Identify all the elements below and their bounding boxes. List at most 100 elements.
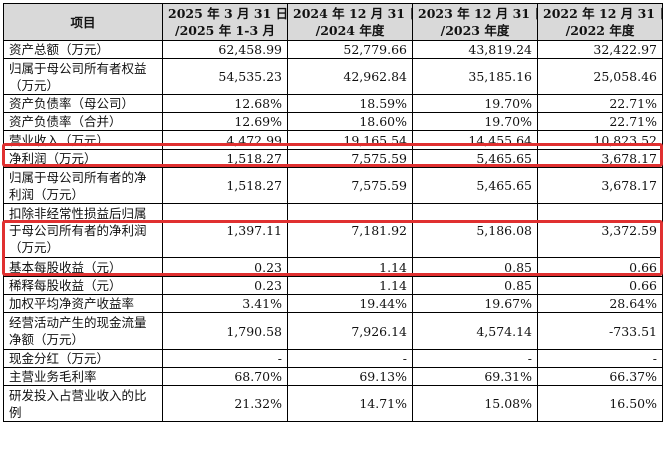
table-row: 稀释每股收益（元） 0.23 1.14 0.85 0.66 bbox=[3, 276, 663, 295]
cell-value: 12.69% bbox=[162, 112, 288, 131]
header-2024: 2024 年 12 月 31 日 /2024 年度 bbox=[287, 3, 413, 41]
table-row: 加权平均净资产收益率 3.41% 19.44% 19.67% 28.64% bbox=[3, 294, 663, 313]
cell-value: 0.85 bbox=[412, 257, 538, 277]
cell-value: 3,372.59 bbox=[537, 203, 663, 258]
table-row: 归属于母公司所有者权益（万元） 54,535.23 42,962.84 35,1… bbox=[3, 58, 663, 95]
table-row: 归属于母公司所有者的净利润（万元） 1,518.27 7,575.59 5,46… bbox=[3, 167, 663, 204]
header-row: 项目 2025 年 3 月 31 日 /2025 年 1-3 月 2024 年 … bbox=[3, 3, 663, 41]
cell-value: - bbox=[412, 349, 538, 368]
cell-value: 14.71% bbox=[287, 385, 413, 422]
cell-value: 22.71% bbox=[537, 94, 663, 113]
cell-value: 52,779.66 bbox=[287, 40, 413, 59]
row-label: 加权平均净资产收益率 bbox=[3, 294, 163, 313]
header-2025q1: 2025 年 3 月 31 日 /2025 年 1-3 月 bbox=[162, 3, 288, 41]
cell-value: 16.50% bbox=[537, 385, 663, 422]
cell-value: 5,465.65 bbox=[412, 167, 538, 204]
header-2025q1-date: 2025 年 3 月 31 日 bbox=[168, 6, 288, 21]
cell-value: 62,458.99 bbox=[162, 40, 288, 59]
cell-value: 25,058.46 bbox=[537, 58, 663, 95]
cell-value: 0.23 bbox=[162, 257, 288, 277]
header-2022: 2022 年 12 月 31 日 /2022 年度 bbox=[537, 3, 663, 41]
cell-value: 21.32% bbox=[162, 385, 288, 422]
cell-value: 1,518.27 bbox=[162, 149, 288, 168]
cell-value: 1,397.11 bbox=[162, 203, 288, 258]
cell-value: 14,455.64 bbox=[412, 130, 538, 150]
cell-value: 19.44% bbox=[287, 294, 413, 313]
table-row: 资产负债率（母公司） 12.68% 18.59% 19.70% 22.71% bbox=[3, 94, 663, 113]
cell-value: 0.85 bbox=[412, 276, 538, 295]
row-label: 净利润（万元） bbox=[3, 149, 163, 168]
header-2023: 2023 年 12 月 31 日 /2023 年度 bbox=[412, 3, 538, 41]
table-row: 扣除非经常性损益后归属于母公司所有者的净利润（万元） 1,397.11 7,18… bbox=[3, 203, 663, 258]
header-2024-period: /2024 年度 bbox=[315, 23, 385, 38]
cell-value: 19,165.54 bbox=[287, 130, 413, 150]
row-label: 研发投入占营业收入的比例 bbox=[3, 385, 163, 422]
cell-value: 22.71% bbox=[537, 112, 663, 131]
header-2024-date: 2024 年 12 月 31 日 bbox=[293, 6, 413, 21]
cell-value: 7,575.59 bbox=[287, 167, 413, 204]
cell-value: 12.68% bbox=[162, 94, 288, 113]
cell-value: 35,185.16 bbox=[412, 58, 538, 95]
header-2022-date: 2022 年 12 月 31 日 bbox=[543, 6, 663, 21]
header-2023-date: 2023 年 12 月 31 日 bbox=[418, 6, 538, 21]
row-label: 基本每股收益（元） bbox=[3, 257, 163, 277]
cell-value: 18.60% bbox=[287, 112, 413, 131]
cell-value: 19.67% bbox=[412, 294, 538, 313]
table-row: 基本每股收益（元） 0.23 1.14 0.85 0.66 bbox=[3, 257, 663, 277]
cell-value: 7,575.59 bbox=[287, 149, 413, 168]
cell-value: 18.59% bbox=[287, 94, 413, 113]
cell-value: - bbox=[287, 349, 413, 368]
cell-value: 5,465.65 bbox=[412, 149, 538, 168]
row-label: 扣除非经常性损益后归属于母公司所有者的净利润（万元） bbox=[3, 203, 163, 258]
header-item-label: 项目 bbox=[70, 14, 96, 30]
cell-value: 19.70% bbox=[412, 94, 538, 113]
table-row: 资产总额（万元） 62,458.99 52,779.66 43,819.24 3… bbox=[3, 40, 663, 59]
table-row: 研发投入占营业收入的比例 21.32% 14.71% 15.08% 16.50% bbox=[3, 385, 663, 422]
cell-value: 68.70% bbox=[162, 367, 288, 386]
table-row: 主营业务毛利率 68.70% 69.13% 69.31% 66.37% bbox=[3, 367, 663, 386]
row-label: 经营活动产生的现金流量净额（万元） bbox=[3, 312, 163, 350]
table-row: 现金分红（万元） - - - - bbox=[3, 349, 663, 368]
table-row: 经营活动产生的现金流量净额（万元） 1,790.58 7,926.14 4,57… bbox=[3, 312, 663, 350]
cell-value: 1,518.27 bbox=[162, 167, 288, 204]
cell-value: 5,186.08 bbox=[412, 203, 538, 258]
cell-value: 0.23 bbox=[162, 276, 288, 295]
row-label: 归属于母公司所有者权益（万元） bbox=[3, 58, 163, 95]
cell-value: 0.66 bbox=[537, 276, 663, 295]
cell-value: 4,574.14 bbox=[412, 312, 538, 350]
cell-value: 28.64% bbox=[537, 294, 663, 313]
header-2022-period: /2022 年度 bbox=[565, 23, 635, 38]
cell-value: 3,678.17 bbox=[537, 167, 663, 204]
header-2023-period: /2023 年度 bbox=[440, 23, 510, 38]
row-label: 资产负债率（合并） bbox=[3, 112, 163, 131]
table-row: 营业收入（万元） 4,472.99 19,165.54 14,455.64 10… bbox=[3, 130, 663, 150]
row-label: 主营业务毛利率 bbox=[3, 367, 163, 386]
cell-value: 19.70% bbox=[412, 112, 538, 131]
row-label: 资产负债率（母公司） bbox=[3, 94, 163, 113]
cell-value: - bbox=[162, 349, 288, 368]
cell-value: 66.37% bbox=[537, 367, 663, 386]
cell-value: -733.51 bbox=[537, 312, 663, 350]
cell-value: 1.14 bbox=[287, 276, 413, 295]
cell-value: 32,422.97 bbox=[537, 40, 663, 59]
row-label: 资产总额（万元） bbox=[3, 40, 163, 59]
cell-value: 3,678.17 bbox=[537, 149, 663, 168]
cell-value: 4,472.99 bbox=[162, 130, 288, 150]
cell-value: 7,926.14 bbox=[287, 312, 413, 350]
cell-value: 54,535.23 bbox=[162, 58, 288, 95]
header-item: 项目 bbox=[3, 3, 163, 41]
table-row: 净利润（万元） 1,518.27 7,575.59 5,465.65 3,678… bbox=[3, 149, 663, 168]
cell-value: 69.31% bbox=[412, 367, 538, 386]
row-label: 营业收入（万元） bbox=[3, 130, 163, 150]
cell-value: 43,819.24 bbox=[412, 40, 538, 59]
row-label: 归属于母公司所有者的净利润（万元） bbox=[3, 167, 163, 204]
financial-indicators-table: 项目 2025 年 3 月 31 日 /2025 年 1-3 月 2024 年 … bbox=[3, 3, 663, 422]
row-label: 现金分红（万元） bbox=[3, 349, 163, 368]
cell-value: 7,181.92 bbox=[287, 203, 413, 258]
cell-value: 3.41% bbox=[162, 294, 288, 313]
cell-value: 1.14 bbox=[287, 257, 413, 277]
cell-value: 69.13% bbox=[287, 367, 413, 386]
cell-value: - bbox=[537, 349, 663, 368]
cell-value: 0.66 bbox=[537, 257, 663, 277]
cell-value: 1,790.58 bbox=[162, 312, 288, 350]
